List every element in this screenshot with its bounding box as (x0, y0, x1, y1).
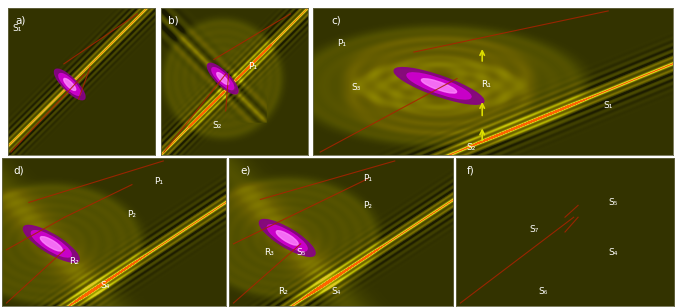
Ellipse shape (59, 73, 81, 95)
Ellipse shape (40, 237, 62, 251)
Text: S₆: S₆ (538, 287, 548, 296)
Text: d): d) (13, 165, 24, 175)
Text: R₂: R₂ (69, 257, 79, 266)
Text: P₁: P₁ (337, 39, 346, 48)
Ellipse shape (407, 73, 471, 99)
Text: S₄: S₄ (332, 287, 342, 296)
Text: S₅: S₅ (296, 248, 306, 257)
Text: P₁: P₁ (248, 62, 257, 71)
Text: S₂: S₂ (212, 121, 221, 130)
Ellipse shape (64, 78, 76, 91)
Text: P₁: P₁ (154, 177, 164, 186)
Ellipse shape (23, 225, 79, 262)
Text: R₂: R₂ (278, 287, 288, 296)
Ellipse shape (276, 231, 298, 245)
Text: S₄: S₄ (608, 248, 618, 257)
Text: a): a) (16, 15, 26, 25)
Text: S₃: S₃ (352, 83, 361, 92)
Ellipse shape (217, 72, 229, 84)
Text: c): c) (331, 15, 341, 25)
Ellipse shape (259, 220, 315, 256)
Ellipse shape (394, 68, 484, 104)
Text: R₁: R₁ (481, 80, 491, 89)
Text: S₇: S₇ (530, 224, 539, 234)
Text: P₁: P₁ (363, 174, 372, 183)
Text: P₂: P₂ (363, 201, 372, 210)
Text: S₄: S₄ (100, 281, 110, 290)
Text: f): f) (467, 165, 475, 175)
Text: b): b) (168, 15, 179, 25)
Text: S₅: S₅ (608, 198, 618, 207)
Ellipse shape (212, 68, 234, 89)
Ellipse shape (268, 225, 307, 251)
Text: S₁: S₁ (12, 24, 22, 33)
Ellipse shape (31, 231, 71, 257)
Text: P₂: P₂ (128, 210, 136, 219)
Ellipse shape (422, 79, 456, 93)
Ellipse shape (208, 63, 238, 94)
Text: S₂: S₂ (466, 143, 476, 152)
Text: S₁: S₁ (604, 100, 613, 110)
Text: R₃: R₃ (264, 248, 274, 257)
Text: e): e) (240, 165, 251, 175)
Ellipse shape (54, 69, 85, 100)
